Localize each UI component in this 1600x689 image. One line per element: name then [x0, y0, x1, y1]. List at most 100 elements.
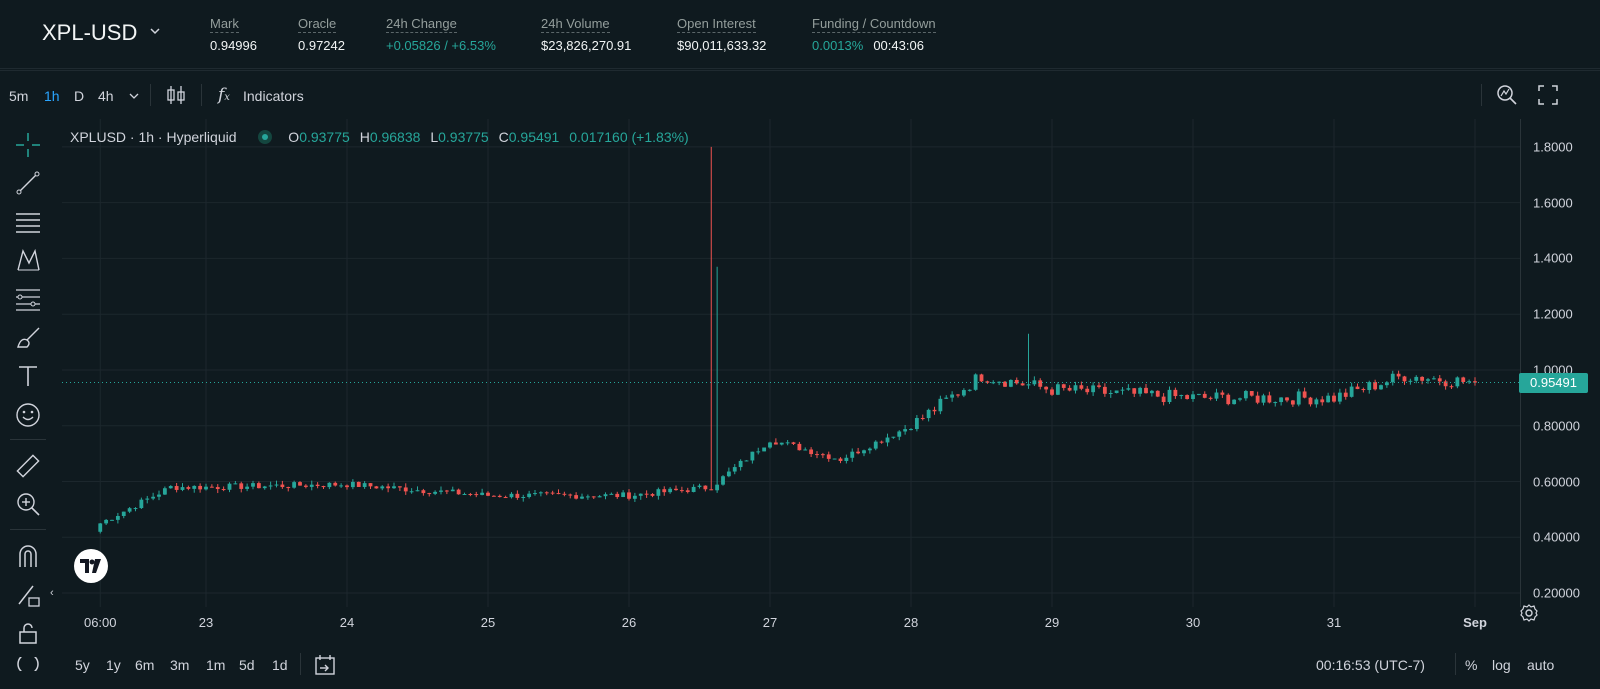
candle-body — [409, 491, 414, 493]
candle-body — [1132, 388, 1137, 394]
fullscreen-icon[interactable] — [1537, 84, 1559, 106]
candle-body — [697, 485, 702, 487]
candle-body — [1149, 390, 1154, 394]
range-1m[interactable]: 1m — [206, 657, 226, 673]
fib-icon[interactable] — [14, 285, 42, 313]
candle-body — [380, 486, 385, 489]
horizontal-lines-icon[interactable] — [14, 208, 42, 236]
candle-body — [415, 490, 420, 492]
candle-body — [621, 492, 626, 498]
ruler-icon[interactable] — [14, 452, 42, 480]
indicators-button[interactable]: Indicators — [243, 88, 304, 104]
candle-body — [262, 486, 267, 489]
candle-body — [439, 490, 443, 492]
stat-value: 0.0013% 00:43:06 — [812, 38, 936, 53]
lock-icon[interactable] — [14, 619, 42, 647]
candle-body — [838, 458, 843, 462]
tradingview-logo[interactable] — [74, 549, 108, 583]
function-icon[interactable]: fx — [218, 85, 230, 105]
candle-body — [556, 493, 561, 495]
y-tick-label: 1.2000 — [1533, 306, 1573, 322]
screenshot-zoom-icon[interactable] — [1495, 83, 1519, 107]
candle-body — [139, 499, 144, 509]
candle-body — [1273, 402, 1278, 404]
candle-body — [638, 493, 643, 496]
timeframe-5m[interactable]: 5m — [9, 88, 29, 104]
candle-body — [973, 374, 978, 390]
log-toggle[interactable]: log — [1492, 657, 1511, 673]
candle-body — [685, 490, 690, 492]
price-axis[interactable]: 0.20000 0.40000 0.60000 0.80000 1.0000 1.2000… — [1520, 119, 1600, 607]
pair-selector[interactable]: XPL-USD — [42, 20, 138, 45]
last-price-tag: 0.95491 — [1519, 372, 1588, 393]
auto-toggle[interactable]: auto — [1527, 657, 1555, 673]
settings-gear-icon[interactable] — [1519, 603, 1539, 623]
range-3m[interactable]: 3m — [170, 657, 190, 673]
candle-body — [597, 496, 602, 498]
visibility-dot-icon[interactable] — [258, 130, 273, 144]
candle-body — [809, 449, 814, 455]
time-axis[interactable]: 06:00 23 24 25 26 27 28 29 30 31 Sep — [62, 607, 1520, 635]
candle-body — [997, 381, 1002, 383]
candle-body — [157, 494, 161, 497]
range-5y[interactable]: 5y — [75, 657, 90, 673]
candle-body — [967, 389, 972, 391]
range-6m[interactable]: 6m — [135, 657, 155, 673]
candle-body — [650, 494, 655, 496]
pattern-icon[interactable] — [14, 246, 42, 274]
brush-icon[interactable] — [14, 324, 42, 352]
chevron-left-icon[interactable]: ‹ — [50, 587, 54, 599]
candle-body — [1144, 387, 1148, 394]
text-icon[interactable] — [14, 362, 42, 390]
trend-line-icon[interactable] — [14, 169, 42, 197]
price-chart[interactable] — [62, 119, 1520, 607]
candle-body — [497, 495, 502, 498]
timeframe-D[interactable]: D — [74, 88, 85, 104]
candle-body — [674, 488, 678, 491]
candle-body — [615, 493, 620, 498]
stat-value-secondary: 00:43:06 — [873, 38, 924, 53]
candle-body — [1314, 399, 1319, 405]
candle-body — [956, 394, 960, 396]
crosshair-icon[interactable] — [14, 131, 42, 159]
zoom-in-icon[interactable] — [14, 490, 42, 518]
candle-body — [627, 492, 631, 499]
candle-body — [1296, 391, 1301, 405]
candle-body — [1208, 397, 1213, 399]
chevron-down-icon[interactable] — [150, 26, 160, 36]
candle-body — [932, 409, 937, 412]
stat-label: Funding / Countdown — [812, 16, 936, 33]
emoji-icon[interactable] — [14, 401, 42, 429]
candle-type-icon[interactable] — [166, 84, 186, 106]
timeframe-1h[interactable]: 1h — [44, 88, 60, 104]
range-1d[interactable]: 1d — [272, 657, 288, 673]
candle-body — [726, 471, 731, 477]
candle-body — [1226, 394, 1231, 405]
percent-toggle[interactable]: % — [1465, 657, 1478, 673]
candle-body — [1055, 384, 1060, 395]
candle-body — [1437, 378, 1442, 382]
candle-body — [521, 496, 526, 498]
pencil-lock-icon[interactable] — [14, 581, 42, 609]
candle-body — [609, 493, 614, 495]
candle-body — [985, 381, 990, 383]
magnet-icon[interactable] — [14, 542, 42, 570]
stat-1: Oracle 0.97242 — [298, 15, 345, 53]
range-5d[interactable]: 5d — [239, 657, 255, 673]
stat-value: $90,011,633.32 — [677, 38, 766, 53]
candle-body — [1138, 387, 1143, 394]
timeframe-4h[interactable]: 4h — [98, 88, 114, 104]
candle-body — [1443, 381, 1448, 387]
candle-body — [1302, 391, 1307, 398]
drawing-toolbar: ‹ — [0, 119, 56, 689]
candle-body — [773, 442, 778, 445]
range-1y[interactable]: 1y — [106, 657, 121, 673]
eye-icon[interactable] — [14, 657, 42, 671]
chevron-down-icon[interactable] — [129, 91, 139, 101]
x-tick-label: 24 — [339, 615, 355, 630]
candle-body — [274, 484, 279, 486]
candle-body — [215, 487, 220, 490]
candle-body — [280, 484, 285, 488]
goto-date-icon[interactable] — [314, 654, 336, 676]
timezone-clock[interactable]: 00:16:53 (UTC-7) — [1316, 657, 1425, 673]
